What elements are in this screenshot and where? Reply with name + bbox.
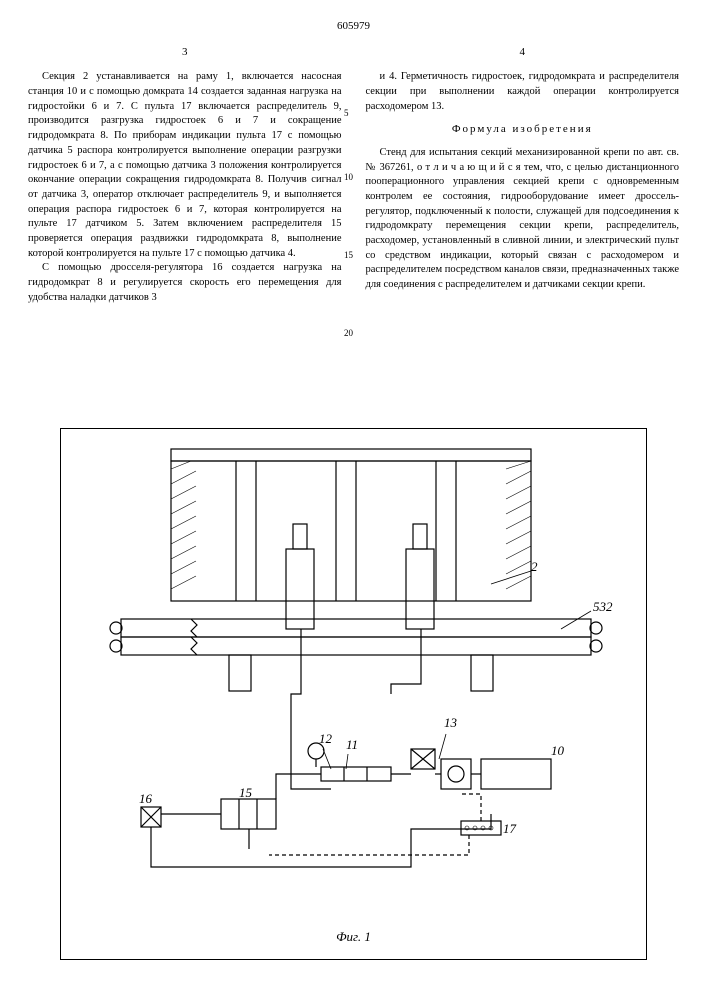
label-17: 17 <box>503 821 517 836</box>
right-para-2: Стенд для испытания секций механизирован… <box>366 146 680 293</box>
left-para-2: С помощью дросселя-регулятора 16 создает… <box>28 261 342 305</box>
left-para-1: Секция 2 устанавливается на раму 1, вклю… <box>28 70 342 261</box>
left-col-number: 3 <box>28 45 342 60</box>
line-number: 15 <box>344 250 353 260</box>
label-16: 16 <box>139 791 153 806</box>
doc-number: 605979 <box>337 20 370 32</box>
label-15: 15 <box>239 785 253 800</box>
right-para-1: и 4. Герметичность гидростоек, гидродомк… <box>366 70 680 114</box>
line-number: 5 <box>344 108 349 118</box>
label-12: 12 <box>319 731 333 746</box>
figure-1: 532 2 10 11 12 13 15 16 17 Фиг. 1 <box>60 428 647 960</box>
text-columns: 3 Секция 2 устанавливается на раму 1, вк… <box>0 0 707 305</box>
label-13: 13 <box>444 715 458 730</box>
label-2: 2 <box>531 559 538 574</box>
label-1: 532 <box>593 599 613 614</box>
formula-heading: Формула изобретения <box>366 122 680 137</box>
label-10: 10 <box>551 743 565 758</box>
left-column: 3 Секция 2 устанавливается на раму 1, вк… <box>28 45 342 305</box>
label-11: 11 <box>346 737 358 752</box>
figure-caption: Фиг. 1 <box>336 929 371 945</box>
right-column: 4 и 4. Герметичность гидростоек, гидродо… <box>366 45 680 305</box>
line-number: 20 <box>344 328 353 338</box>
right-col-number: 4 <box>366 45 680 60</box>
line-number: 10 <box>344 172 353 182</box>
diagram-svg: 532 2 10 11 12 13 15 16 17 <box>61 429 646 959</box>
